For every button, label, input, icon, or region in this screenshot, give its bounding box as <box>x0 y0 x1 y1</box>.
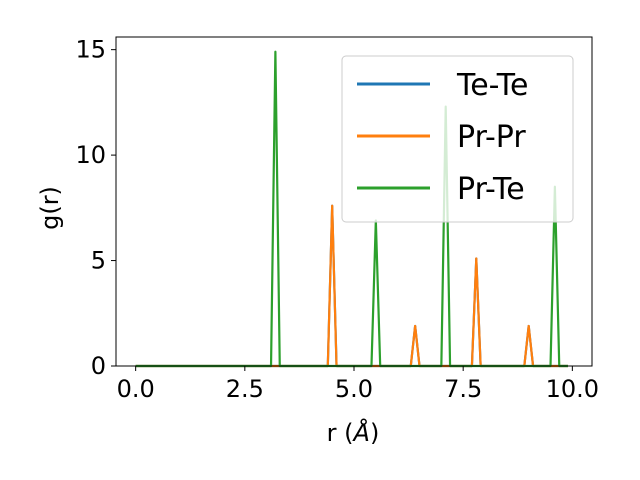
x-tick-label: 7.5 <box>444 375 482 403</box>
y-axis-ticks: 0 5 10 15 <box>75 36 116 380</box>
legend-label: Pr-Te <box>457 172 525 207</box>
series-line-te-te <box>135 204 568 368</box>
legend-label: Te-Te <box>456 68 528 103</box>
legend-box <box>341 55 574 223</box>
x-tick-label: 5.0 <box>335 375 373 403</box>
y-tick-label: 0 <box>91 352 106 380</box>
y-axis-label: g(r) <box>36 186 64 230</box>
legend: Te-Te Pr-Pr Pr-Te <box>341 55 574 223</box>
x-tick-label: 10.0 <box>546 375 599 403</box>
y-tick-label: 5 <box>91 247 106 275</box>
series-line-pr-pr <box>135 204 568 368</box>
x-axis-ticks: 0.0 2.5 5.0 7.5 10.0 <box>117 366 599 403</box>
x-axis-label: r (Å) <box>327 418 380 447</box>
legend-label: Pr-Pr <box>457 120 526 155</box>
x-tick-label: 0.0 <box>117 375 155 403</box>
y-tick-label: 10 <box>75 141 106 169</box>
y-tick-label: 15 <box>75 36 106 64</box>
x-tick-label: 2.5 <box>226 375 264 403</box>
